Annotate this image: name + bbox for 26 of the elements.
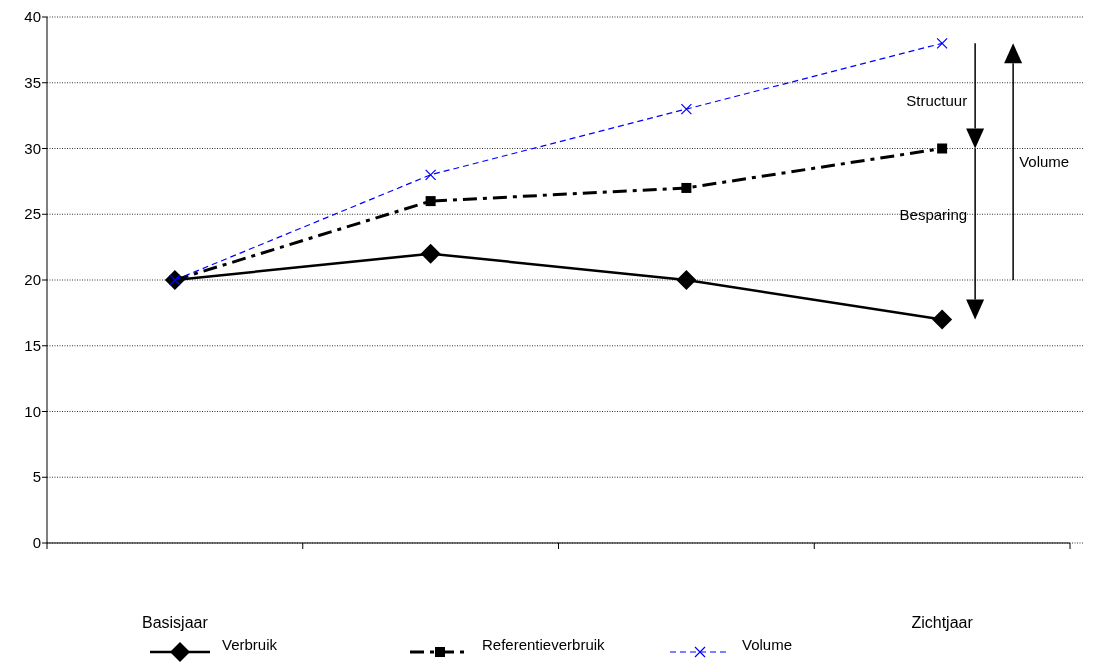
legend-label: Volume xyxy=(742,636,793,653)
point xyxy=(681,182,692,193)
x-tick-label: Basisjaar xyxy=(141,614,209,631)
y-tick-label: 5 xyxy=(32,468,41,486)
point xyxy=(932,309,953,330)
y-tick-label: 25 xyxy=(24,205,41,223)
point xyxy=(937,143,948,154)
y-tick-label: 40 xyxy=(24,8,41,25)
annotation: Besparing xyxy=(899,205,968,223)
annotation: Structuur xyxy=(906,91,968,109)
annotation: Volume xyxy=(1019,152,1070,170)
y-tick-label: 35 xyxy=(24,73,41,91)
legend-label: Referentieverbruik xyxy=(482,636,606,653)
y-tick-label: 20 xyxy=(24,271,41,288)
point xyxy=(425,196,436,207)
legend-label: Verbruik xyxy=(222,636,278,653)
point xyxy=(936,37,948,49)
y-tick-label: 15 xyxy=(24,336,41,354)
point xyxy=(676,270,697,290)
y-tick-label: 10 xyxy=(24,402,41,420)
x-tick-label: Zichtjaar xyxy=(911,614,974,631)
y-tick-label: 0 xyxy=(32,534,41,551)
point xyxy=(420,243,441,264)
point xyxy=(425,169,437,181)
point xyxy=(680,103,692,115)
y-tick-label: 30 xyxy=(24,139,41,157)
